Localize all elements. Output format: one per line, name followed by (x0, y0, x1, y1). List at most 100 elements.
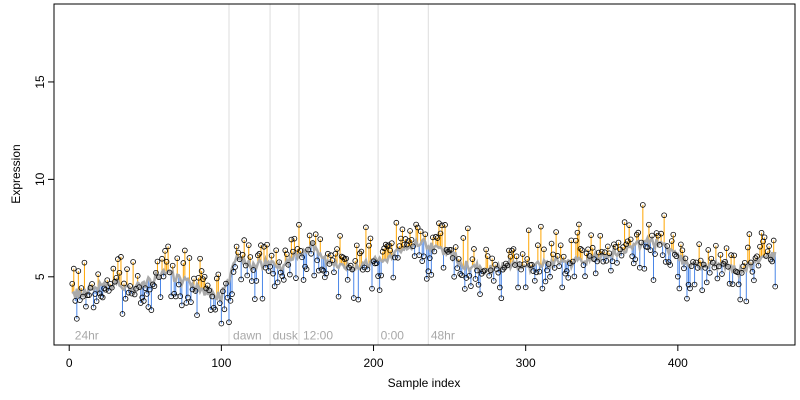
data-point (772, 283, 779, 290)
data-point (557, 242, 564, 249)
data-point (280, 277, 287, 283)
data-point (239, 251, 246, 258)
data-point (201, 273, 208, 280)
data-point (714, 275, 721, 282)
data-point (325, 250, 331, 257)
data-point (378, 272, 384, 279)
data-point (580, 262, 587, 268)
data-point (340, 254, 346, 261)
data-point (227, 298, 234, 304)
data-point (741, 259, 748, 266)
data-point (136, 284, 143, 290)
data-point (171, 290, 178, 297)
data-point (159, 255, 165, 262)
data-point (428, 272, 435, 278)
data-point (719, 271, 725, 277)
data-point (598, 248, 605, 255)
data-point (77, 297, 83, 303)
data-point (608, 267, 614, 274)
data-point (495, 269, 502, 276)
data-point (541, 246, 547, 253)
data-point (145, 304, 152, 310)
data-point (393, 219, 400, 226)
data-point (641, 265, 648, 272)
data-point (665, 259, 672, 265)
data-point (490, 278, 497, 284)
data-point (283, 251, 290, 257)
time-annotation: 12:00 (303, 328, 333, 342)
data-point (449, 255, 456, 261)
data-point (475, 281, 482, 288)
data-point (713, 242, 719, 249)
data-point (542, 278, 549, 285)
data-point (697, 257, 704, 264)
data-point (109, 284, 115, 291)
data-point (539, 285, 546, 292)
data-point (317, 236, 324, 242)
data-point (98, 293, 104, 300)
fit-line (71, 234, 777, 303)
data-point (650, 277, 657, 283)
data-point (746, 231, 753, 237)
data-point (606, 250, 613, 257)
data-point (314, 257, 321, 264)
data-point (188, 299, 194, 305)
data-point (206, 287, 212, 294)
data-point (204, 282, 211, 289)
data-point (299, 254, 305, 261)
data-point (337, 233, 343, 239)
data-point (241, 237, 247, 243)
data-point (498, 295, 505, 302)
data-point (122, 295, 129, 302)
data-point (252, 296, 258, 302)
data-point (487, 267, 494, 274)
data-point (387, 247, 394, 254)
data-point (154, 258, 161, 265)
data-point (318, 266, 325, 273)
data-point (758, 229, 765, 236)
fit-layer (71, 234, 777, 303)
time-annotation: 48hr (431, 328, 455, 342)
data-point (404, 241, 410, 248)
data-point (358, 248, 365, 255)
x-axis-label: Sample index (388, 376, 461, 390)
data-point (306, 232, 313, 239)
data-point (536, 268, 543, 275)
y-axis: 5 10 15 (33, 75, 55, 280)
data-point (452, 244, 459, 250)
data-point (515, 284, 521, 291)
data-point (379, 248, 386, 255)
data-point (652, 251, 658, 257)
data-point (89, 281, 95, 287)
data-point (124, 266, 130, 272)
data-point (468, 283, 474, 289)
data-point (226, 319, 232, 326)
data-point (329, 257, 336, 264)
data-point (413, 221, 419, 228)
data-point (757, 243, 763, 250)
data-point (667, 262, 674, 268)
data-point (376, 287, 383, 293)
data-point (521, 261, 527, 267)
data-point (312, 231, 319, 238)
data-point (620, 244, 626, 250)
data-point (247, 254, 254, 260)
data-point (556, 263, 562, 269)
plot-frame (53, 3, 796, 346)
data-point (524, 256, 531, 262)
data-point (624, 238, 631, 245)
data-point (258, 242, 264, 249)
data-point (439, 222, 445, 229)
data-point (530, 268, 537, 274)
data-point (144, 291, 150, 297)
data-point (229, 291, 235, 297)
data-point (691, 281, 698, 288)
data-point (427, 255, 433, 261)
data-point (504, 262, 511, 269)
data-point (690, 259, 696, 265)
data-point (288, 236, 295, 243)
data-point (748, 259, 754, 266)
data-point (661, 212, 667, 219)
data-point (357, 250, 363, 257)
data-point (408, 237, 415, 243)
